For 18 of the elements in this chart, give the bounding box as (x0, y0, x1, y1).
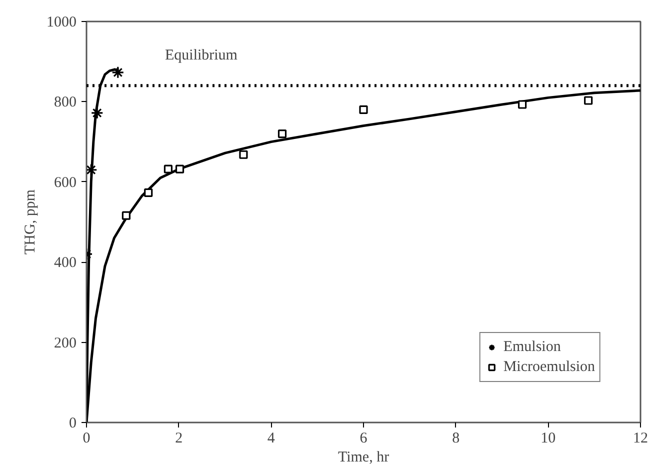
x-tick-label: 12 (633, 430, 648, 446)
y-tick-label: 800 (54, 94, 76, 111)
y-tick-label: 0 (69, 416, 76, 432)
x-tick-label: 6 (360, 430, 368, 446)
y-tick-label: 1000 (46, 14, 76, 30)
y-tick-label: 400 (54, 255, 76, 272)
x-axis-title: Time, hr (338, 450, 390, 466)
x-tick-label: 8 (452, 430, 460, 446)
y-axis-title: THG, ppm (22, 189, 38, 254)
x-tick-label: 0 (82, 430, 90, 446)
x-tick-label: 2 (175, 430, 183, 446)
y-tick-label: 600 (54, 174, 76, 191)
x-tick-label: 10 (540, 430, 556, 446)
legend-label: Microemulsion (503, 358, 595, 376)
x-tick-label: 4 (267, 430, 276, 446)
legend-label: Emulsion (503, 338, 561, 356)
ref-line-label: Equilibrium (164, 48, 238, 64)
y-tick-label: 200 (54, 335, 76, 352)
